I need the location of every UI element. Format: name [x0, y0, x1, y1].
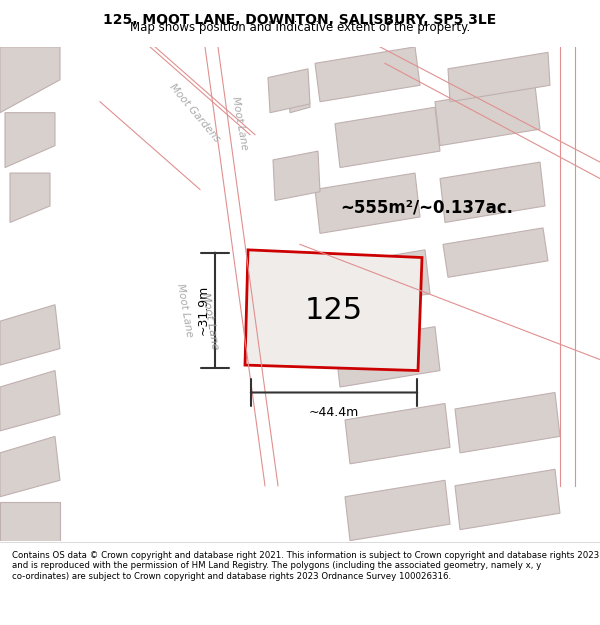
- Polygon shape: [435, 85, 540, 146]
- Polygon shape: [315, 173, 420, 233]
- Polygon shape: [288, 80, 310, 112]
- Polygon shape: [345, 480, 450, 541]
- Polygon shape: [448, 52, 550, 102]
- Text: Moot Gardens: Moot Gardens: [168, 82, 222, 144]
- Polygon shape: [0, 305, 60, 365]
- Polygon shape: [0, 371, 60, 431]
- Text: ~31.9m: ~31.9m: [197, 285, 210, 336]
- Polygon shape: [440, 162, 545, 222]
- Text: Moot Lane: Moot Lane: [230, 96, 250, 151]
- Polygon shape: [245, 250, 422, 371]
- Polygon shape: [10, 173, 50, 222]
- Text: Moot Lane: Moot Lane: [200, 292, 220, 351]
- Polygon shape: [455, 392, 560, 453]
- Polygon shape: [345, 404, 450, 464]
- Polygon shape: [5, 112, 55, 168]
- Polygon shape: [273, 151, 320, 201]
- Text: Map shows position and indicative extent of the property.: Map shows position and indicative extent…: [130, 21, 470, 34]
- Polygon shape: [268, 69, 310, 112]
- Text: Contains OS data © Crown copyright and database right 2021. This information is : Contains OS data © Crown copyright and d…: [12, 551, 599, 581]
- Polygon shape: [443, 228, 548, 278]
- Polygon shape: [335, 107, 440, 168]
- Polygon shape: [0, 503, 60, 541]
- Polygon shape: [455, 469, 560, 529]
- Text: ~555m²/~0.137ac.: ~555m²/~0.137ac.: [340, 199, 513, 217]
- Polygon shape: [315, 47, 420, 102]
- Text: ~44.4m: ~44.4m: [309, 406, 359, 419]
- Text: Moot Lane: Moot Lane: [175, 282, 194, 338]
- Polygon shape: [0, 47, 60, 112]
- Text: 125, MOOT LANE, DOWNTON, SALISBURY, SP5 3LE: 125, MOOT LANE, DOWNTON, SALISBURY, SP5 …: [103, 13, 497, 27]
- Polygon shape: [335, 327, 440, 387]
- Polygon shape: [0, 436, 60, 497]
- Polygon shape: [325, 250, 430, 310]
- Text: 125: 125: [304, 296, 362, 325]
